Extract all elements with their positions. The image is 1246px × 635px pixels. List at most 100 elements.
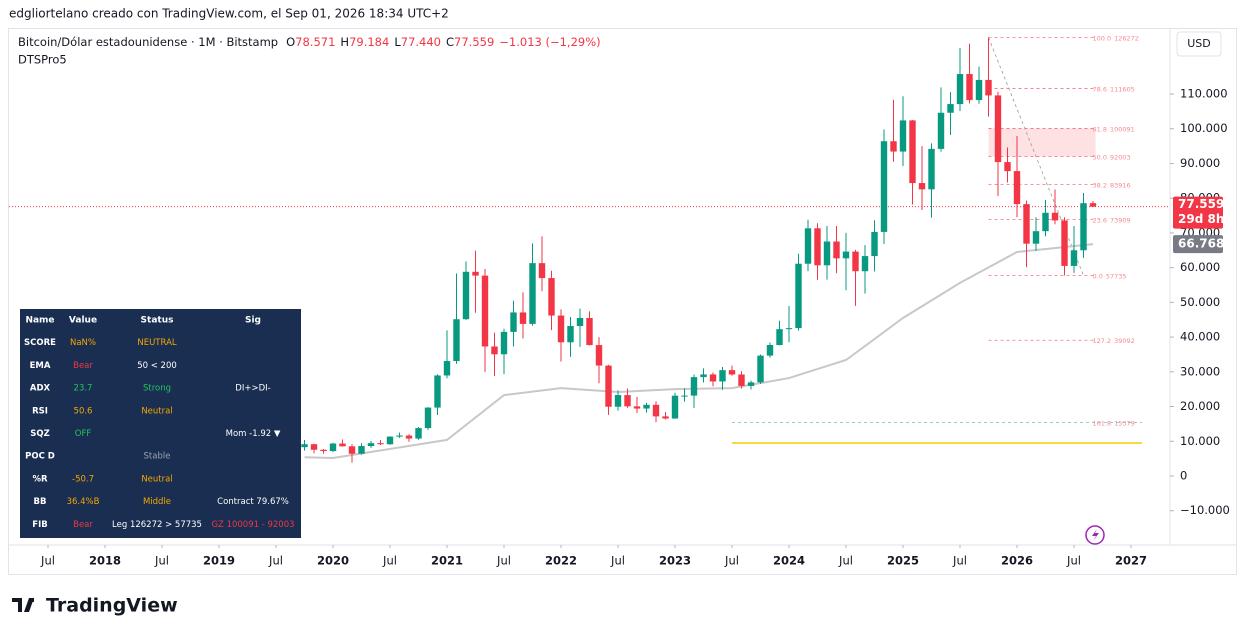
candle-body: [804, 228, 812, 264]
candle-body: [909, 120, 916, 184]
fib-price: 111605: [1110, 85, 1135, 93]
fib-level: 50.0: [1093, 154, 1107, 162]
candle-body: [890, 141, 897, 152]
x-tick-label: 2026: [1001, 554, 1033, 568]
candle-body: [396, 435, 403, 437]
lightning-icon[interactable]: [1085, 525, 1105, 545]
candle-body: [690, 377, 698, 396]
x-tick-label: Jul: [40, 554, 55, 568]
x-tick-label: 2020: [317, 554, 349, 568]
fib-label: 0.0 57735: [1093, 273, 1127, 281]
x-tick-label: Jul: [724, 554, 739, 568]
candle-body: [785, 328, 793, 330]
caption: edgliortelano creado con TradingView.com…: [9, 7, 449, 21]
x-tick-label: Jul: [268, 554, 283, 568]
candle-body: [681, 395, 688, 397]
currency[interactable]: USD: [1187, 37, 1211, 50]
row-status: Middle: [143, 497, 171, 507]
y-tick-label: −10.000: [1180, 503, 1230, 517]
plot: 100.0 126272 78.6 111605 61.8 100091 50.0 92003…: [9, 35, 1170, 463]
candle-body: [377, 443, 384, 445]
candle-body: [975, 79, 983, 101]
x-tick-label: Jul: [610, 554, 625, 568]
row-value: OFF: [75, 429, 92, 439]
row-name: FIB: [32, 520, 47, 530]
y-tick-label: 10.000: [1180, 434, 1220, 448]
fib-price: 92003: [1110, 154, 1131, 162]
y-tick-label: 30.000: [1180, 364, 1220, 378]
candle-body: [1032, 231, 1040, 244]
x-tick-label: Jul: [1066, 554, 1081, 568]
candle-body: [757, 355, 764, 383]
candle-body: [880, 141, 888, 232]
fib-price: 15379: [1114, 420, 1135, 428]
candle-body: [586, 317, 593, 346]
fib-level: 127.2: [1093, 337, 1112, 345]
candle-body: [595, 345, 603, 366]
row-value: 50.6: [74, 406, 93, 416]
candle-body: [928, 148, 935, 190]
fib-level: 161.8: [1093, 420, 1112, 428]
candle-body: [1023, 204, 1030, 244]
candle-body: [700, 374, 707, 378]
price-label: 77.559: [1178, 197, 1224, 211]
candle-body: [1004, 162, 1011, 172]
candle-body: [1080, 203, 1087, 251]
candle-body: [719, 370, 726, 382]
fib-price: 57735: [1106, 273, 1127, 281]
candle-body: [415, 428, 422, 439]
candle-body: [310, 444, 318, 450]
candle-body: [510, 312, 517, 332]
countdown: 29d 8h: [1178, 212, 1224, 226]
row-sig: Mom -1.92 ▼: [226, 429, 281, 439]
currency-button[interactable]: [1176, 31, 1222, 57]
axes: −10.000 0 10.000 20.000 30.000 40.000 50.000 60…: [40, 87, 1230, 568]
candle-body: [1051, 212, 1059, 221]
ohlc-key: O: [286, 35, 295, 49]
candle-body: [918, 183, 926, 190]
row-name: BB: [34, 497, 47, 507]
row-value: 36.4%B: [67, 497, 100, 507]
price-label-box: [1173, 196, 1223, 229]
fib-level: 100.0: [1093, 35, 1112, 43]
x-tick-label: 2023: [659, 554, 691, 568]
candle-body: [358, 446, 365, 454]
candle-body: [1042, 212, 1049, 232]
fib-price: 100091: [1110, 125, 1135, 133]
row-sig: Contract 79.67%: [217, 497, 289, 507]
moving-average: [304, 243, 1094, 459]
fib-label: 100.0 126272: [1093, 35, 1139, 43]
candle-body: [671, 395, 679, 419]
candle-body: [861, 256, 869, 272]
candle-body: [320, 449, 327, 452]
candle-body: [329, 443, 337, 452]
candle-body: [662, 416, 669, 419]
fib-level: 61.8: [1093, 125, 1107, 133]
fib-label: 127.2 39092: [1093, 337, 1135, 345]
row-status: Neutral: [141, 474, 172, 484]
row-status: 50 < 200: [137, 361, 177, 371]
candle-body: [776, 329, 783, 346]
candle-body: [795, 263, 802, 329]
row-value: Bear: [73, 361, 93, 371]
indicator-table: Name Value Status Sig SCORE NaN% NEUTRAL EMA Bea…: [20, 309, 301, 538]
change: −1.013 (−1,29%): [499, 35, 600, 49]
candle-body: [738, 374, 745, 386]
row-status: Leg 126272 > 57735: [112, 520, 202, 530]
candle-body: [652, 404, 660, 417]
candle-body: [567, 325, 574, 343]
table-header: Value: [69, 316, 97, 326]
candle-body: [766, 345, 774, 356]
logo-mark: [12, 598, 34, 612]
ohlc-key: H: [340, 35, 349, 49]
candle-body: [1013, 171, 1021, 205]
table-header: Status: [141, 316, 174, 326]
y-tick-label: 60.000: [1180, 260, 1220, 274]
x-tick-label: Jul: [952, 554, 967, 568]
candle-body: [871, 231, 878, 257]
candle-body: [472, 271, 479, 276]
y-tick-label: 0: [1180, 468, 1187, 482]
legend: Bitcoin/Dólar estadounidense · 1M · Bits…: [18, 35, 601, 67]
